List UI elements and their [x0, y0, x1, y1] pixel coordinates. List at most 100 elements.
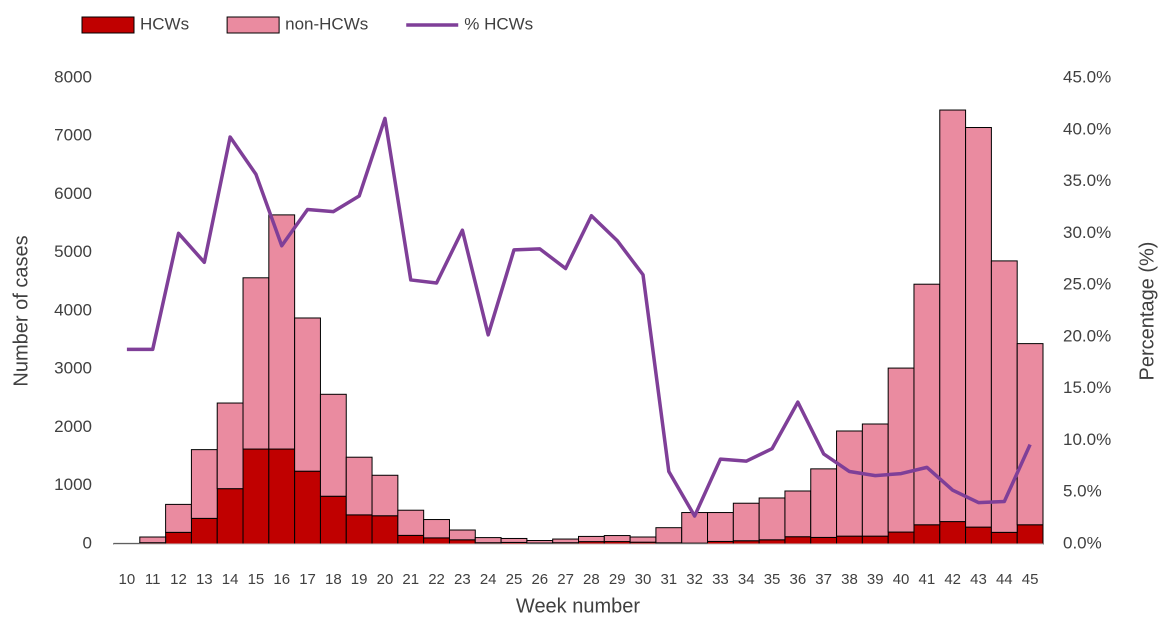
x-tick-label: 35	[764, 571, 781, 588]
bar	[784, 490, 812, 538]
x-tick-label: 33	[712, 571, 729, 588]
y2-tick-label: 0.0%	[1063, 533, 1102, 552]
bar	[345, 514, 373, 545]
bar	[913, 524, 941, 545]
bar	[861, 423, 889, 537]
bar	[1016, 524, 1044, 545]
x-tick-label: 28	[583, 571, 600, 588]
bar	[965, 526, 992, 545]
x-tick-label: 43	[970, 571, 987, 588]
x-tick-label: 29	[609, 571, 626, 588]
y2-axis-title: Percentage (%)	[1136, 242, 1158, 381]
bar	[190, 449, 218, 519]
x-tick-label: 13	[196, 571, 213, 588]
x-tick-label: 11	[145, 571, 161, 588]
x-tick-label: 17	[299, 571, 316, 588]
bar	[629, 536, 657, 543]
bar	[216, 488, 244, 545]
y-tick-label: 8000	[54, 67, 92, 86]
y2-tick-label: 30.0%	[1063, 223, 1111, 242]
bar	[939, 521, 967, 545]
y-tick-label: 5000	[54, 242, 92, 261]
y-tick-label: 0	[83, 533, 92, 552]
bar	[397, 509, 425, 536]
bar	[268, 214, 296, 450]
x-tick-label: 31	[660, 571, 677, 588]
x-axis-title: Week number	[516, 595, 640, 617]
x-tick-label: 36	[790, 571, 807, 588]
legend-label: % HCWs	[464, 14, 533, 33]
y-tick-label: 3000	[54, 359, 92, 378]
bar	[990, 260, 1018, 533]
bar	[810, 536, 838, 545]
bar	[732, 502, 760, 542]
y-tick-label: 2000	[54, 417, 92, 436]
x-tick-label: 45	[1022, 571, 1039, 588]
bar	[810, 468, 838, 538]
x-tick-label: 24	[480, 571, 497, 588]
bar	[423, 519, 450, 539]
y2-tick-label: 20.0%	[1063, 326, 1111, 345]
bar	[345, 456, 373, 516]
x-tick-label: 40	[893, 571, 910, 588]
bar	[371, 474, 399, 517]
x-tick-label: 38	[841, 571, 858, 588]
bar	[242, 448, 270, 545]
x-tick-label: 18	[325, 571, 342, 588]
bar	[836, 535, 863, 545]
bar	[861, 535, 889, 545]
y-tick-label: 1000	[54, 475, 92, 494]
bar	[552, 538, 580, 544]
bar	[603, 535, 631, 543]
x-tick-label: 39	[867, 571, 884, 588]
bar	[500, 537, 528, 543]
x-tick-label: 23	[454, 571, 471, 588]
y-tick-label: 6000	[54, 184, 92, 203]
y2-tick-label: 10.0%	[1063, 430, 1111, 449]
legend-label: non-HCWs	[285, 14, 368, 33]
y2-tick-label: 25.0%	[1063, 275, 1111, 294]
x-tick-label: 19	[351, 571, 368, 588]
x-tick-label: 10	[119, 571, 136, 588]
x-tick-label: 44	[996, 571, 1013, 588]
legend-label: HCWs	[140, 14, 189, 33]
y2-tick-label: 40.0%	[1063, 119, 1111, 138]
y-axis-title: Number of cases	[10, 235, 32, 386]
x-tick-label: 16	[273, 571, 290, 588]
x-tick-label: 32	[686, 571, 703, 588]
x-tick-label: 12	[170, 571, 187, 588]
x-tick-label: 41	[919, 571, 936, 588]
y2-tick-label: 35.0%	[1063, 171, 1111, 190]
bar	[913, 283, 941, 526]
bar	[371, 515, 399, 545]
bar	[165, 531, 192, 545]
bar	[655, 527, 683, 544]
bar	[939, 109, 967, 523]
bar	[578, 535, 605, 543]
bar	[242, 277, 270, 450]
x-tick-label: 22	[428, 571, 445, 588]
x-tick-label: 15	[248, 571, 265, 588]
legend-swatch	[81, 16, 135, 34]
y2-tick-label: 5.0%	[1063, 482, 1102, 501]
bar	[139, 536, 167, 544]
bar	[758, 497, 786, 541]
x-tick-label: 25	[506, 571, 523, 588]
bar	[423, 537, 450, 545]
bar	[965, 127, 992, 528]
bar	[707, 512, 734, 542]
x-tick-label: 42	[944, 571, 961, 588]
bar	[268, 448, 296, 545]
y2-tick-label: 15.0%	[1063, 378, 1111, 397]
bar	[448, 539, 476, 545]
bar	[294, 470, 321, 545]
bar	[526, 540, 554, 544]
y-tick-label: 4000	[54, 300, 92, 319]
bar	[397, 534, 425, 545]
y-tick-label: 7000	[54, 126, 92, 145]
x-tick-label: 21	[402, 571, 419, 588]
bar	[474, 537, 502, 544]
bar	[294, 317, 321, 472]
